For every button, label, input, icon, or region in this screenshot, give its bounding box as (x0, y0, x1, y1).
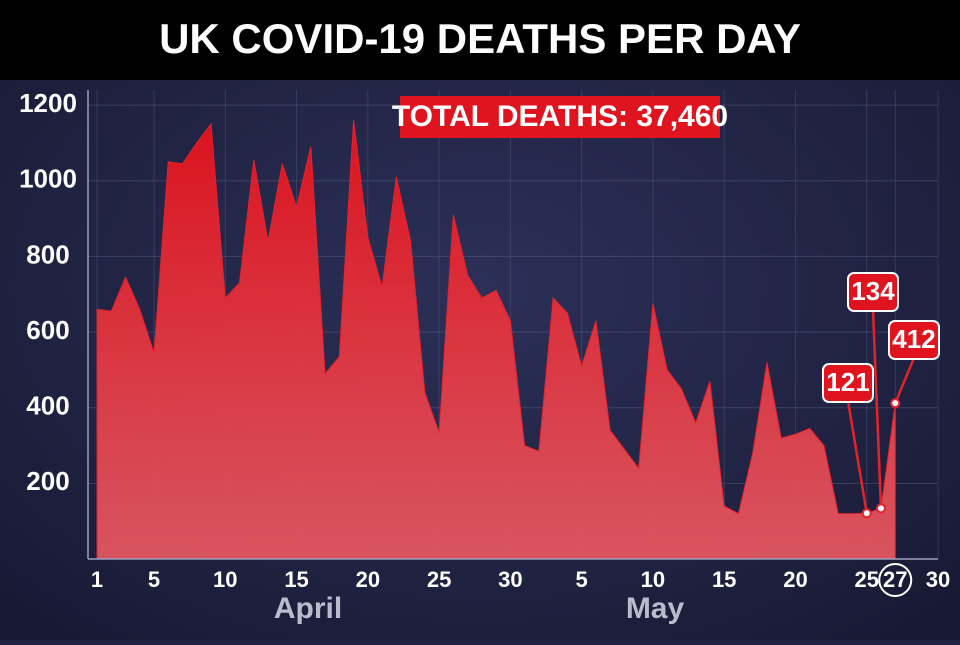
chart-title: UK COVID-19 DEATHS PER DAY (159, 15, 801, 62)
x-tick-label: 5 (148, 567, 160, 592)
x-tick-label: 5 (576, 567, 588, 592)
plot (96, 120, 896, 560)
x-tick-label: 25 (854, 567, 878, 592)
callout-line (894, 357, 916, 404)
y-tick-label: 800 (26, 239, 69, 269)
total-box (400, 96, 720, 138)
month-label: April (274, 592, 342, 625)
point (875, 503, 886, 514)
data-label: 121 (826, 367, 869, 397)
point (890, 398, 901, 409)
y-tick-label: 200 (26, 466, 69, 496)
x-tick-label: 20 (356, 567, 380, 592)
y-tick-label: 1200 (19, 88, 77, 118)
title-bar (0, 0, 960, 80)
point (861, 508, 872, 519)
callout-line (871, 309, 883, 509)
x-tick-label: 27 (883, 567, 907, 592)
total-deaths: TOTAL DEATHS: 37,460 (392, 100, 728, 133)
tick-highlight (878, 563, 913, 597)
x-tick-label: 10 (641, 567, 665, 592)
data-label: 134 (851, 276, 895, 306)
y-tick-label: 600 (26, 315, 69, 345)
callout-box (847, 272, 899, 312)
x-tick-label: 30 (498, 567, 522, 592)
callout-box (822, 363, 874, 403)
x-tick-label: 15 (284, 567, 308, 592)
y-tick-label: 1000 (19, 164, 77, 194)
month-label: May (626, 592, 685, 625)
x-tick-label: 15 (712, 567, 736, 592)
x-tick-label: 10 (213, 567, 237, 592)
data-label: 412 (892, 324, 935, 354)
y-tick-label: 400 (26, 391, 69, 421)
x-tick-label: 25 (427, 567, 451, 592)
callout-box (888, 320, 940, 360)
x-tick-label: 30 (926, 567, 950, 592)
area (96, 120, 896, 560)
callout-line (846, 400, 868, 514)
x-tick-label: 20 (783, 567, 807, 592)
x-tick-label: 1 (91, 567, 103, 592)
